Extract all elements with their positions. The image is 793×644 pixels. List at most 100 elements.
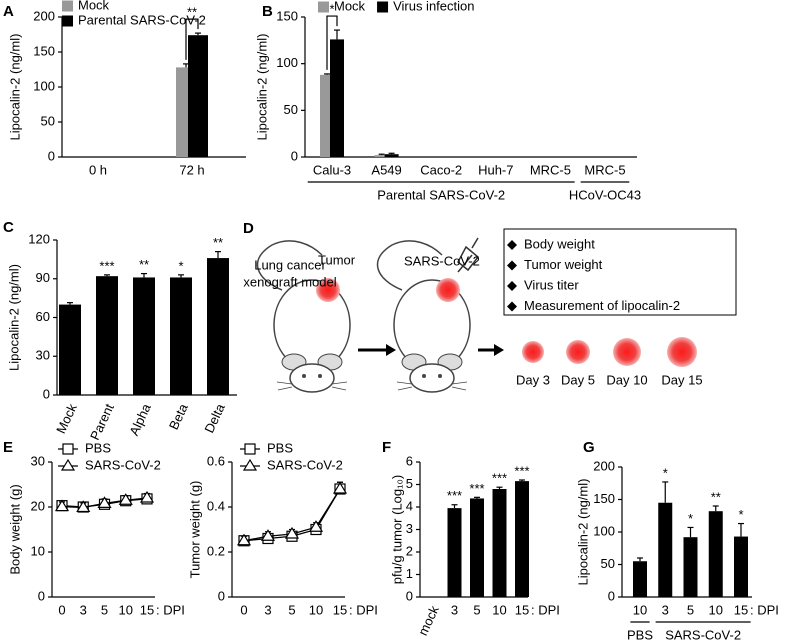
- bullet: [507, 260, 517, 271]
- legend-label: SARS-CoV-2: [85, 457, 161, 472]
- bar: [470, 498, 484, 597]
- significance: ***: [514, 463, 529, 478]
- day-label: Day 10: [606, 372, 647, 387]
- y-tick-label: 3: [406, 521, 413, 536]
- legend-swatch: [318, 1, 329, 13]
- syringe: [457, 237, 480, 273]
- x-tick-label: MRC-5: [530, 162, 571, 177]
- x-tick-label: 3: [662, 602, 669, 617]
- x-tick-label: mock: [415, 603, 442, 638]
- y-tick-label: 100: [33, 78, 55, 93]
- x-tick-label: 15: [734, 602, 748, 617]
- x-tick-label: Mock: [53, 401, 80, 436]
- significance: *: [329, 2, 334, 17]
- marker: [284, 526, 300, 539]
- x-tick-label: 3: [80, 602, 87, 617]
- arrow-head: [494, 344, 504, 356]
- bullet: [507, 301, 517, 312]
- bar: [447, 508, 462, 597]
- y-tick-label: 50: [284, 102, 298, 117]
- y-axis-label: pfu/g tumor (Log₁₀): [389, 475, 404, 585]
- legend-label: Mock: [334, 0, 366, 13]
- bullet: [507, 240, 517, 250]
- arrow-head: [386, 344, 396, 356]
- bullet: [507, 281, 517, 291]
- x-tick-label: 5: [473, 602, 480, 617]
- y-axis-label: Lipocalin-2 (ng/ml): [6, 264, 21, 371]
- x-tick-label: 3: [264, 602, 271, 617]
- marker: [236, 533, 252, 546]
- significance: **: [139, 257, 149, 272]
- x-tick-label: Parent: [87, 401, 117, 442]
- x-tick-label: 15: [333, 602, 347, 617]
- diagram: D Lung cancer xenograft model Tumor SARS…: [243, 220, 737, 393]
- bar: [330, 39, 344, 157]
- y-tick-label: 100: [276, 55, 298, 70]
- bar: [492, 489, 507, 597]
- y-tick-label: 0.2: [207, 543, 225, 558]
- group-label: PBS: [627, 627, 653, 642]
- y-tick-label: 0: [48, 148, 55, 163]
- bar: [633, 561, 647, 597]
- x-tick-label: 5: [101, 602, 108, 617]
- y-axis-label: Tumor weight (g): [187, 481, 202, 579]
- legend-label: Mock: [78, 0, 110, 12]
- x-tick-label: 5: [288, 602, 295, 617]
- legend-swatch: [62, 15, 73, 27]
- significance-bracket: [326, 15, 338, 70]
- panel-letter: A: [3, 3, 14, 20]
- tumor-label: Tumor: [318, 252, 356, 267]
- bar: [170, 277, 192, 395]
- x-tick-label: A549: [371, 162, 401, 177]
- group-label: SARS-CoV-2: [665, 627, 741, 642]
- panel-letter: F: [382, 439, 391, 456]
- legend-marker: [242, 458, 258, 471]
- marker: [260, 529, 276, 541]
- bar: [207, 258, 229, 395]
- y-tick-label: 0: [43, 386, 50, 401]
- bar: [374, 155, 389, 157]
- y-tick-label: 50: [41, 113, 55, 128]
- significance: *: [178, 258, 183, 273]
- marker: [308, 520, 324, 532]
- day-label: Day 3: [516, 372, 550, 387]
- x-tick-label: 0 h: [89, 162, 107, 177]
- y-tick-label: 120: [28, 231, 50, 246]
- significance: **: [213, 235, 223, 250]
- y-tick-label: 30: [36, 348, 50, 363]
- x-tick-label: 5: [687, 602, 694, 617]
- bar: [384, 154, 399, 157]
- bar: [515, 481, 529, 597]
- y-axis-label: Lipocalin-2 (ng/ml): [575, 479, 590, 586]
- x-tick-label: Calu-3: [313, 162, 351, 177]
- measurement: Virus titer: [524, 277, 579, 292]
- x-tick-label: 10: [309, 602, 323, 617]
- marker: [332, 481, 348, 494]
- y-tick-label: 0.6: [207, 453, 225, 468]
- model-label: xenograft model: [243, 274, 336, 289]
- x-tick-label: 10: [709, 602, 723, 617]
- bar: [708, 511, 723, 597]
- y-tick-label: 90: [36, 270, 50, 285]
- tumor-growth: [667, 337, 697, 367]
- significance: **: [711, 489, 721, 504]
- tumor-growth: [566, 340, 590, 364]
- y-axis-label: Lipocalin-2 (ng/ml): [7, 34, 22, 141]
- bar: [59, 304, 81, 395]
- y-tick-label: 150: [593, 491, 615, 506]
- x-tick-label: 10: [119, 602, 133, 617]
- y-tick-label: 30: [31, 453, 45, 468]
- legend-label: Virus infection: [393, 0, 474, 13]
- significance: *: [738, 507, 743, 522]
- x-tick-label: 0: [240, 602, 247, 617]
- y-tick-label: 200: [33, 8, 55, 23]
- bar: [133, 277, 155, 395]
- legend-marker: [60, 458, 76, 471]
- panel-letter: E: [3, 439, 13, 456]
- y-tick-label: 50: [601, 556, 615, 571]
- measurement: Measurement of lipocalin-2: [524, 298, 680, 313]
- tumor-growth: [522, 341, 544, 363]
- y-tick-label: 5: [406, 476, 413, 491]
- significance: **: [187, 5, 197, 20]
- day-label: Day 15: [661, 372, 702, 387]
